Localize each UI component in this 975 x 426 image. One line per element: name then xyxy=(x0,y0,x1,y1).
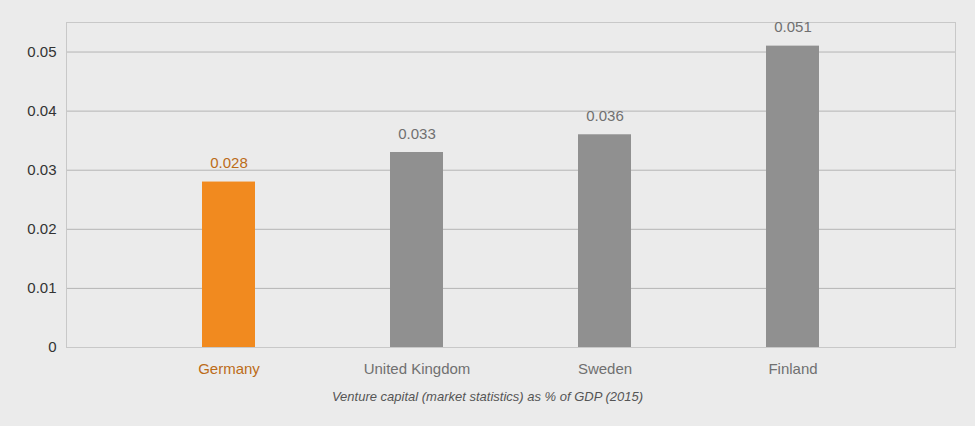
svg-text:0.02: 0.02 xyxy=(27,220,56,237)
svg-text:0.04: 0.04 xyxy=(27,102,56,119)
svg-text:0.01: 0.01 xyxy=(27,279,56,296)
svg-text:Finland: Finland xyxy=(768,360,817,377)
svg-text:0: 0 xyxy=(48,338,56,355)
html-text:Venture capital (market statis: Venture capital (market statistics) as %… xyxy=(331,389,644,404)
svg-text:Germany: Germany xyxy=(198,360,260,377)
svg-text:United Kingdom: United Kingdom xyxy=(364,360,471,377)
svg-text:0.051: 0.051 xyxy=(774,18,812,35)
svg-text:0.033: 0.033 xyxy=(398,125,436,142)
svg-text:0.036: 0.036 xyxy=(586,107,624,124)
svg-text:0.028: 0.028 xyxy=(210,154,248,171)
svg-text:0.03: 0.03 xyxy=(27,161,56,178)
svg-text:Sweden: Sweden xyxy=(578,360,632,377)
svg-text:0.05: 0.05 xyxy=(27,43,56,60)
